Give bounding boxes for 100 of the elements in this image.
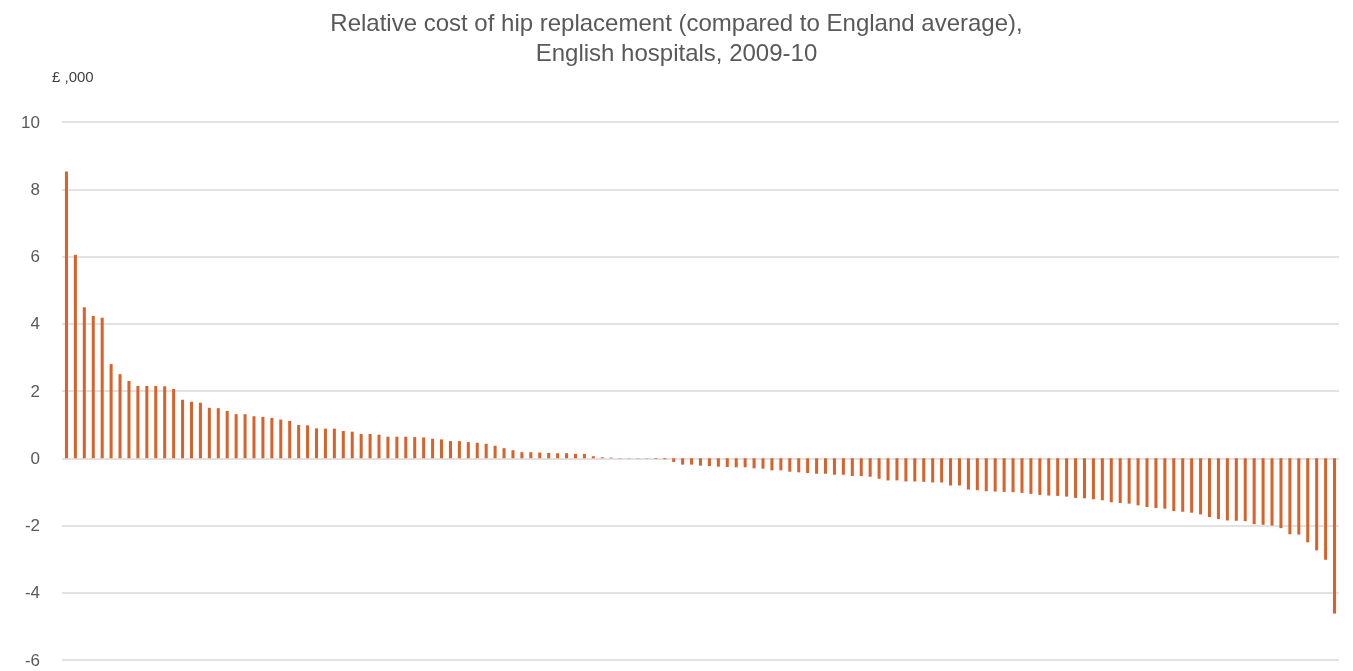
bar [1154,458,1158,509]
bar [386,436,390,459]
bar [904,458,908,482]
bar [136,385,140,459]
chart-title: Relative cost of hip replacement (compared to England average), English hospitals, 2009-10 [330,8,1023,66]
bar [431,438,435,459]
bar [359,434,363,459]
bar [1056,458,1060,496]
bar [341,431,345,459]
bar [940,458,944,483]
bar [297,424,301,459]
bar [350,431,354,459]
bar [1234,458,1238,521]
bar [1163,458,1167,509]
y-tick-label: 10 [21,112,40,132]
y-tick-label: -4 [24,583,40,603]
bar [850,458,854,477]
bar [252,416,256,459]
bar [573,453,577,459]
y-tick-label: 0 [30,448,40,468]
bar [457,441,461,459]
bar [895,458,899,481]
bar [413,437,417,459]
bar [127,380,131,459]
bar [475,442,479,459]
bar [565,453,569,459]
bar [1216,458,1220,520]
bar [118,374,122,459]
bar [1306,458,1310,543]
bar [707,458,711,466]
bar [323,428,327,459]
bar [261,416,265,459]
bar [198,402,202,459]
bar [1324,458,1328,560]
bar [547,452,551,459]
y-tick-label: 4 [30,314,40,334]
bar [716,458,720,467]
bar [1279,458,1283,529]
bar [422,437,426,459]
bar [493,445,497,459]
bar [100,317,104,459]
bar [1136,458,1140,506]
bar [1145,458,1149,508]
bar [752,458,756,469]
bar [788,458,792,472]
bar [1208,458,1212,518]
bar [1082,458,1087,499]
bar [698,458,703,466]
bar [1243,458,1247,522]
bar [234,414,238,459]
bar [797,458,801,473]
bar [332,428,336,459]
bar [725,458,729,467]
bar [672,458,676,462]
bar [520,452,524,459]
bar [82,307,86,459]
bar [734,458,738,468]
bar [207,407,211,459]
bar [931,458,935,483]
bar [1118,458,1122,503]
bar [1100,458,1104,501]
y-tick-label: -6 [24,650,40,670]
bar [1109,458,1113,503]
bar [1297,458,1301,535]
bar [377,434,381,459]
bar [1261,458,1265,525]
bar [761,458,765,469]
bar [1270,458,1274,526]
bar [306,425,310,459]
bar [172,388,176,459]
bar [1002,458,1006,492]
bar [1091,458,1095,500]
y-tick-label: -2 [24,516,40,535]
bar [225,410,229,459]
bar [1199,458,1203,515]
bar [886,458,890,481]
bar [1074,458,1078,498]
bar [466,442,470,459]
bar [806,458,810,474]
bar [270,417,274,459]
bar [1011,458,1015,493]
bar [502,448,506,459]
bar [993,458,997,492]
bar [1038,458,1042,495]
bar [841,458,845,475]
bar [216,408,220,459]
bar [859,458,863,477]
bar [511,450,515,459]
bar [1029,458,1033,494]
bar [690,458,694,465]
bar [279,419,283,459]
bar [913,458,917,482]
bar [868,458,872,477]
bar [877,458,881,479]
bar [1288,458,1292,535]
bar [1172,458,1176,512]
y-tick-label: 6 [30,247,40,266]
bar [556,453,560,459]
bar [109,364,113,459]
bar [1252,458,1256,525]
